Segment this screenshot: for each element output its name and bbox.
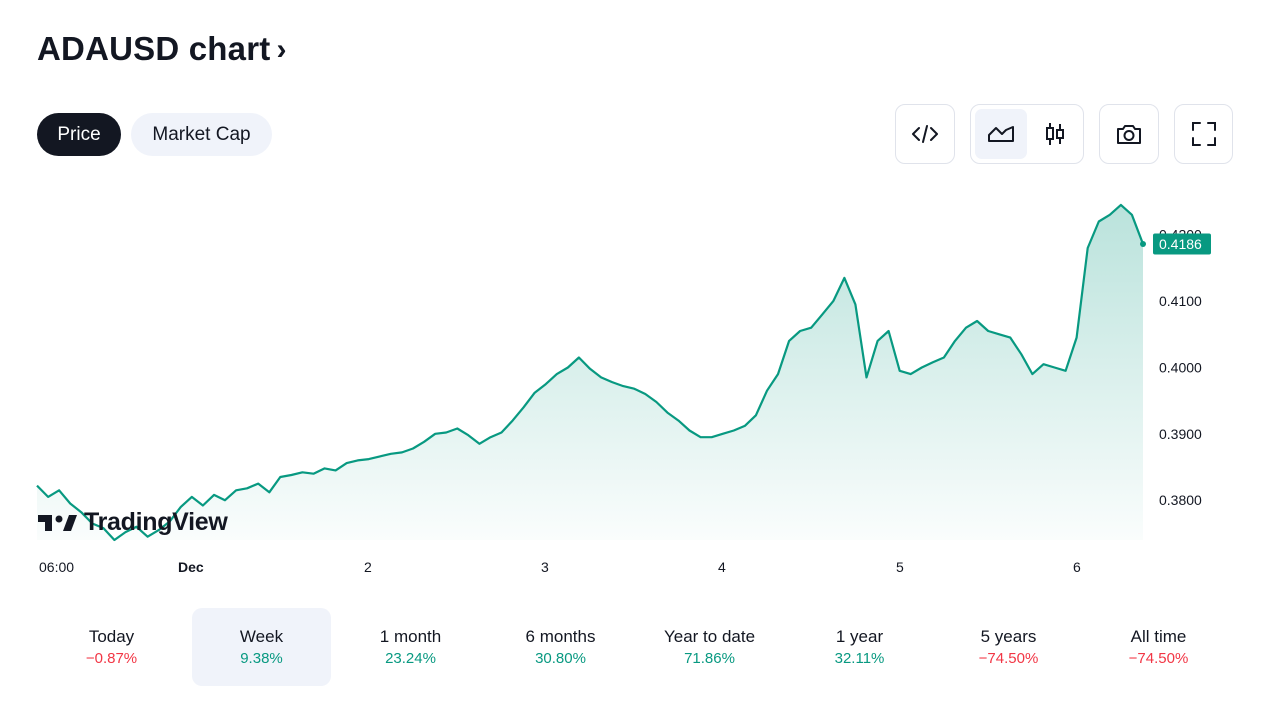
y-tick-label: 0.3800 (1159, 492, 1202, 508)
candlestick-icon (1046, 123, 1064, 145)
x-tick-label: Dec (178, 559, 204, 575)
y-tick-label: 0.4000 (1159, 359, 1202, 375)
snapshot-button[interactable] (1099, 104, 1159, 164)
chart-style-group (970, 104, 1084, 164)
period-change: 30.80% (535, 650, 586, 667)
period-1-year[interactable]: 1 year 32.11% (790, 608, 929, 686)
tab-price[interactable]: Price (37, 113, 121, 156)
period-change: −74.50% (978, 650, 1039, 667)
period-today[interactable]: Today −0.87% (42, 608, 181, 686)
period-label: Week (239, 627, 284, 646)
last-price-value: 0.4186 (1159, 236, 1202, 252)
x-tick-label: 6 (1073, 559, 1081, 575)
period-week[interactable]: Week 9.38% (192, 608, 331, 686)
last-price-dot (1140, 241, 1146, 248)
x-tick-label: 4 (718, 559, 726, 575)
x-tick-label: 06:00 (39, 559, 74, 575)
period-change: 71.86% (684, 650, 735, 667)
area-chart-icon (988, 126, 1014, 142)
tab-price-label: Price (57, 123, 101, 145)
period-change: 9.38% (240, 650, 283, 667)
tradingview-logo-icon (38, 514, 77, 531)
period-change: −74.50% (1128, 650, 1189, 667)
period-label: Year to date (663, 627, 756, 646)
fullscreen-button[interactable] (1174, 104, 1233, 164)
embed-button[interactable] (895, 104, 955, 164)
last-price-badge: 0.4186 (1153, 233, 1211, 255)
price-area-fill (37, 204, 1143, 540)
period-label: 1 month (379, 627, 442, 646)
period-selector: Today −0.87% Week 9.38% 1 month 23.24% 6… (0, 608, 1280, 686)
period-label: 6 months (525, 627, 596, 646)
price-line (36, 203, 1145, 542)
period-label: Today (88, 627, 135, 646)
camera-icon (1117, 125, 1141, 144)
y-tick-label: 0.4100 (1159, 293, 1202, 309)
period-change: −0.87% (85, 650, 138, 667)
chevron-right-icon: › (276, 33, 287, 66)
fullscreen-icon (1191, 122, 1216, 146)
code-icon (912, 125, 938, 143)
period-1-month[interactable]: 1 month 23.24% (341, 608, 480, 686)
page-title[interactable]: ADAUSD chart › (37, 30, 287, 68)
period-year-to-date[interactable]: Year to date 71.86% (640, 608, 779, 686)
area-chart-button[interactable] (975, 109, 1027, 159)
tradingview-wordmark: TradingView (84, 508, 228, 536)
page-title-text: ADAUSD chart (37, 30, 271, 67)
x-tick-label: 5 (896, 559, 904, 575)
tab-market-cap[interactable]: Market Cap (131, 113, 272, 156)
y-tick-label: 0.3900 (1159, 426, 1202, 442)
period-label: All time (1130, 627, 1187, 646)
period-change: 32.11% (834, 650, 885, 667)
period-change: 23.24% (385, 650, 436, 667)
x-tick-label: 3 (541, 559, 549, 575)
period-6-months[interactable]: 6 months 30.80% (491, 608, 630, 686)
x-tick-label: 2 (364, 559, 372, 575)
candlestick-chart-button[interactable] (1029, 109, 1081, 159)
period-label: 5 years (980, 627, 1037, 646)
period-5-years[interactable]: 5 years −74.50% (939, 608, 1078, 686)
tradingview-logo[interactable]: TradingView (38, 508, 228, 537)
tab-market-cap-label: Market Cap (152, 123, 251, 145)
period-all-time[interactable]: All time −74.50% (1089, 608, 1228, 686)
period-label: 1 year (835, 627, 884, 646)
